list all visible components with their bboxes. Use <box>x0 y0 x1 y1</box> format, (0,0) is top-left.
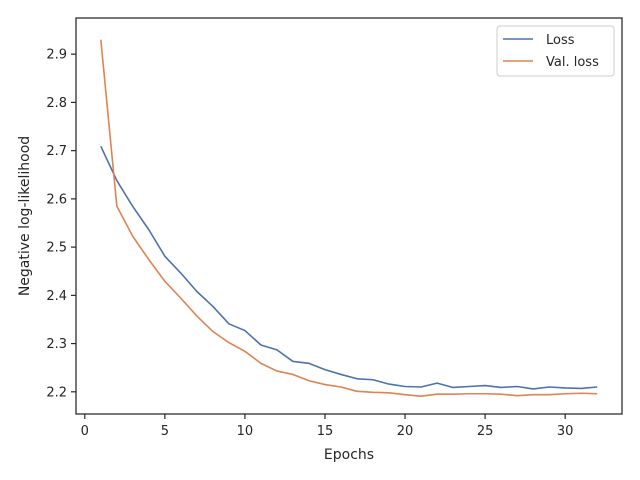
x-tick-label: 30 <box>557 424 574 439</box>
series-line-loss <box>100 145 598 390</box>
legend-label-loss: Loss <box>546 33 575 48</box>
y-tick-label: 2.8 <box>46 96 67 111</box>
y-tick-label: 2.7 <box>46 144 67 159</box>
y-tick-label: 2.5 <box>46 241 67 256</box>
axis-ticks: 0 5 10 15 20 25 30 2.2 2.3 2.4 2.5 2.6 2.7 2.8 2.9 <box>46 48 573 439</box>
x-axis-label: Epochs <box>324 447 374 463</box>
y-tick-label: 2.9 <box>46 48 67 63</box>
plot-frame <box>75 17 623 415</box>
x-tick-label: 0 <box>81 424 89 439</box>
y-axis-label: Negative log-likelihood <box>17 136 33 296</box>
y-tick-label: 2.2 <box>46 385 67 400</box>
y-tick-label: 2.6 <box>46 192 67 207</box>
y-tick-label: 2.4 <box>46 289 67 304</box>
series-line-val-loss <box>100 39 598 397</box>
x-tick-label: 25 <box>477 424 494 439</box>
x-tick-label: 15 <box>317 424 334 439</box>
y-tick-label: 2.3 <box>46 337 67 352</box>
x-tick-label: 20 <box>397 424 414 439</box>
x-tick-label: 5 <box>161 424 169 439</box>
legend: Loss Val. loss <box>496 25 615 77</box>
legend-label-val-loss: Val. loss <box>546 55 599 70</box>
series-lines <box>100 39 598 397</box>
x-tick-label: 10 <box>237 424 254 439</box>
